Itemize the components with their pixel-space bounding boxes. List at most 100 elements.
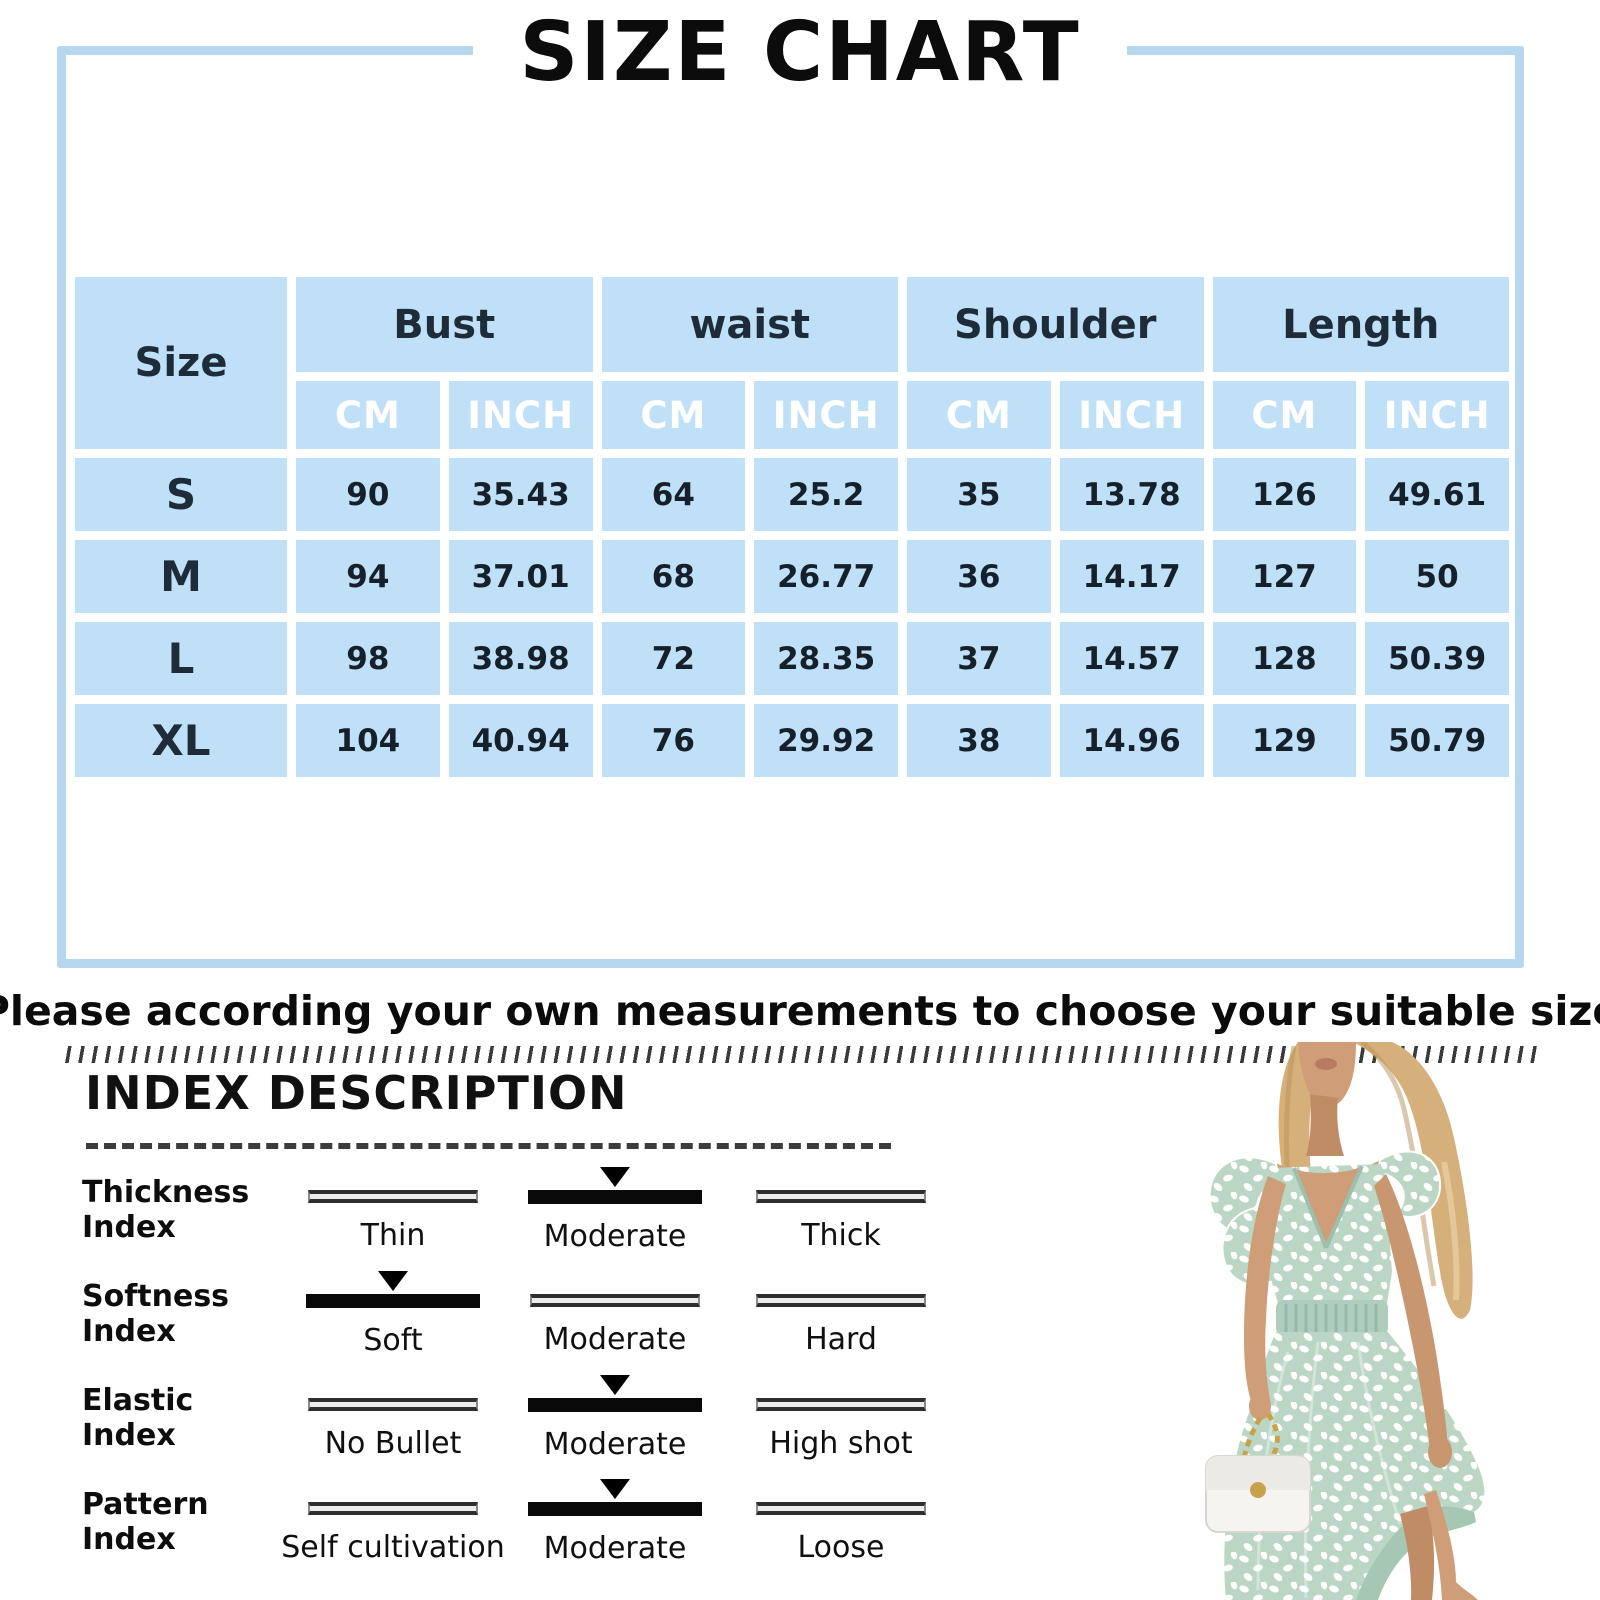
unit-header-inch: INCH <box>448 381 593 449</box>
index-table: Thickness Index Thin Moderate Thick Soft… <box>82 1164 956 1580</box>
size-cell: L <box>75 622 287 695</box>
index-bar <box>306 1294 480 1308</box>
marker-slot <box>378 1476 408 1502</box>
unit-header-cm: CM <box>907 381 1051 449</box>
size-cell: S <box>75 458 287 531</box>
index-label-line: Thickness <box>82 1175 250 1210</box>
unit-header-inch: INCH <box>754 381 898 449</box>
index-row-label-pattern: Pattern Index <box>82 1476 282 1580</box>
unit-header-inch: INCH <box>1059 381 1204 449</box>
index-description-heading: INDEX DESCRIPTION <box>85 1066 628 1120</box>
index-option: Thick <box>726 1164 956 1268</box>
index-option: Thin <box>282 1164 504 1268</box>
index-option-label: Thick <box>801 1218 881 1253</box>
index-bar <box>756 1502 926 1515</box>
index-option: Self cultivation <box>281 1476 505 1580</box>
marker-slot <box>600 1164 630 1190</box>
selected-marker-icon <box>600 1375 630 1395</box>
index-option-label: Moderate <box>543 1427 687 1462</box>
index-label-line: Index <box>82 1313 176 1349</box>
value-cell: 104 <box>296 704 440 777</box>
value-cell: 126 <box>1212 458 1357 531</box>
value-cell: 72 <box>601 622 746 695</box>
index-bar <box>528 1190 702 1204</box>
value-cell: 14.96 <box>1059 704 1204 777</box>
marker-slot <box>826 1372 856 1398</box>
value-cell: 37 <box>907 622 1051 695</box>
index-option: Moderate <box>504 1268 726 1372</box>
index-bar <box>308 1398 478 1411</box>
index-option: Hard <box>726 1268 956 1372</box>
value-cell: 50.79 <box>1365 704 1509 777</box>
index-option-label: High shot <box>769 1426 913 1461</box>
value-cell: 14.57 <box>1059 622 1204 695</box>
index-option: Soft <box>282 1268 504 1372</box>
size-cell: M <box>75 540 287 613</box>
marker-slot <box>600 1372 630 1398</box>
index-option-label: Soft <box>363 1323 423 1358</box>
index-option-label: Loose <box>797 1530 885 1565</box>
value-cell: 49.61 <box>1365 458 1509 531</box>
index-label-line: Index <box>82 1417 176 1453</box>
dashed-divider <box>86 1143 891 1149</box>
index-bar <box>756 1398 926 1411</box>
size-cell: XL <box>75 704 287 777</box>
page-title: SIZE CHART <box>0 0 1600 104</box>
hatched-divider <box>64 1046 1540 1063</box>
index-option-label: No Bullet <box>324 1426 462 1461</box>
index-row-label-thickness: Thickness Index <box>82 1164 282 1268</box>
index-option: Moderate <box>504 1476 726 1580</box>
index-bar <box>528 1398 702 1412</box>
value-cell: 36 <box>907 540 1051 613</box>
col-header-waist: waist <box>601 277 898 372</box>
index-option-label: Moderate <box>543 1531 687 1566</box>
table-row: L 98 38.98 72 28.35 37 14.57 128 50.39 <box>75 622 1509 695</box>
index-label-line: Softness <box>82 1279 230 1314</box>
value-cell: 40.94 <box>448 704 593 777</box>
index-option: Loose <box>726 1476 956 1580</box>
selected-marker-icon <box>600 1167 630 1187</box>
selected-marker-icon <box>378 1271 408 1291</box>
col-header-size: Size <box>75 277 287 449</box>
index-row-label-softness: Softness Index <box>82 1268 282 1372</box>
value-cell: 64 <box>601 458 746 531</box>
value-cell: 127 <box>1212 540 1357 613</box>
page-title-text: SIZE CHART <box>473 4 1127 100</box>
value-cell: 29.92 <box>754 704 898 777</box>
index-bar <box>528 1502 702 1516</box>
marker-slot <box>826 1268 856 1294</box>
table-row: S 90 35.43 64 25.2 35 13.78 126 49.61 <box>75 458 1509 531</box>
value-cell: 76 <box>601 704 746 777</box>
index-label-line: Elastic <box>82 1383 194 1418</box>
index-bar <box>530 1294 700 1307</box>
unit-header-inch: INCH <box>1365 381 1509 449</box>
value-cell: 50.39 <box>1365 622 1509 695</box>
marker-slot <box>826 1164 856 1190</box>
value-cell: 37.01 <box>448 540 593 613</box>
measurement-note: Please according your own measurements t… <box>0 987 1600 1035</box>
index-label-line: Index <box>82 1521 176 1557</box>
value-cell: 129 <box>1212 704 1357 777</box>
index-option: Moderate <box>504 1372 726 1476</box>
marker-slot <box>600 1476 630 1502</box>
index-option-label: Hard <box>805 1322 877 1357</box>
index-row-label-elastic: Elastic Index <box>82 1372 282 1476</box>
index-label-line: Index <box>82 1209 176 1245</box>
index-bar <box>756 1294 926 1307</box>
index-label-line: Pattern <box>82 1487 209 1522</box>
unit-header-cm: CM <box>296 381 440 449</box>
value-cell: 14.17 <box>1059 540 1204 613</box>
index-option-label: Moderate <box>543 1219 687 1254</box>
col-header-shoulder: Shoulder <box>907 277 1204 372</box>
selected-marker-icon <box>600 1479 630 1499</box>
value-cell: 38 <box>907 704 1051 777</box>
value-cell: 13.78 <box>1059 458 1204 531</box>
product-photo <box>1148 1040 1600 1600</box>
col-header-bust: Bust <box>296 277 593 372</box>
index-option: Moderate <box>504 1164 726 1268</box>
value-cell: 35.43 <box>448 458 593 531</box>
marker-slot <box>378 1372 408 1398</box>
marker-slot <box>378 1164 408 1190</box>
index-option-label: Moderate <box>543 1322 687 1357</box>
